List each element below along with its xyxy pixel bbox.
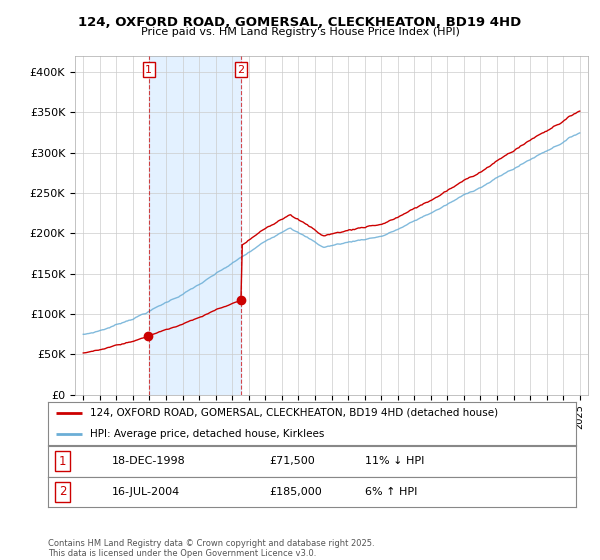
Text: Contains HM Land Registry data © Crown copyright and database right 2025.
This d: Contains HM Land Registry data © Crown c… [48, 539, 374, 558]
Text: Price paid vs. HM Land Registry's House Price Index (HPI): Price paid vs. HM Land Registry's House … [140, 27, 460, 37]
Text: 124, OXFORD ROAD, GOMERSAL, CLECKHEATON, BD19 4HD: 124, OXFORD ROAD, GOMERSAL, CLECKHEATON,… [79, 16, 521, 29]
Text: 6% ↑ HPI: 6% ↑ HPI [365, 487, 417, 497]
Text: 16-JUL-2004: 16-JUL-2004 [112, 487, 179, 497]
Text: 124, OXFORD ROAD, GOMERSAL, CLECKHEATON, BD19 4HD (detached house): 124, OXFORD ROAD, GOMERSAL, CLECKHEATON,… [90, 408, 499, 418]
Text: £71,500: £71,500 [270, 456, 316, 466]
Bar [149, 56, 241, 395]
Text: £185,000: £185,000 [270, 487, 323, 497]
Text: 1: 1 [145, 65, 152, 74]
Text: 1: 1 [59, 455, 67, 468]
Text: 2: 2 [238, 65, 245, 74]
Text: 18-DEC-1998: 18-DEC-1998 [112, 456, 185, 466]
Text: 2: 2 [59, 485, 67, 498]
Text: HPI: Average price, detached house, Kirklees: HPI: Average price, detached house, Kirk… [90, 429, 325, 439]
Text: 11% ↓ HPI: 11% ↓ HPI [365, 456, 424, 466]
